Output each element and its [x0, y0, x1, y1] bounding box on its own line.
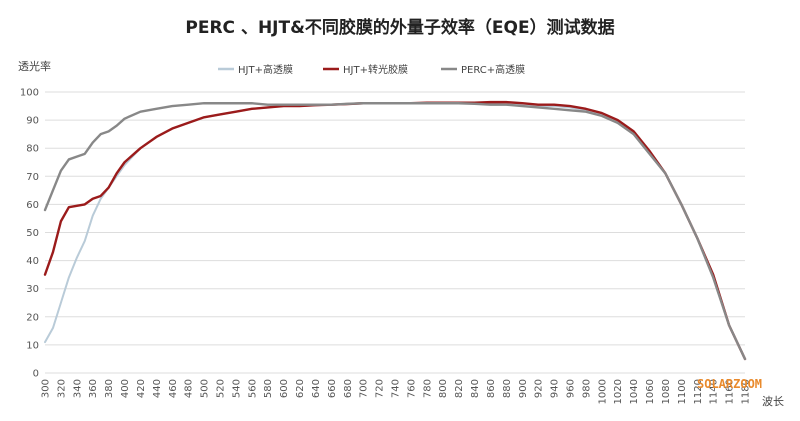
x-tick-label: 800	[438, 379, 449, 398]
x-tick-label: 600	[279, 379, 290, 398]
x-tick-label: 440	[152, 379, 163, 398]
x-tick-label: 1160	[725, 379, 736, 404]
x-tick-label: 780	[422, 379, 433, 398]
x-tick-label: 1060	[645, 379, 656, 404]
x-tick-label: 820	[454, 379, 465, 398]
x-tick-label: 460	[168, 379, 179, 398]
y-tick-label: 0	[33, 369, 39, 380]
gridlines	[45, 91, 745, 374]
y-tick-label: 40	[26, 256, 39, 267]
x-tick-label: 1120	[693, 379, 704, 404]
x-tick-label: 880	[502, 379, 513, 398]
x-tick-label: 740	[391, 379, 402, 398]
legend: HJT+高透膜 HJT+转光胶膜 PERC+高透膜	[218, 63, 525, 76]
x-tick-label: 320	[56, 379, 67, 398]
watermark-logo: SOLARZOOM	[697, 377, 762, 391]
x-tick-label: 540	[231, 379, 242, 398]
x-tick-label: 1100	[677, 379, 688, 404]
x-tick-label: 300	[41, 379, 52, 398]
x-tick-label: 1020	[613, 379, 624, 404]
y-tick-label: 20	[26, 312, 39, 323]
x-tick-label: 1140	[709, 379, 720, 404]
x-tick-label: 380	[104, 379, 115, 398]
x-tick-label: 920	[534, 379, 545, 398]
y-tick-label: 100	[20, 88, 39, 99]
x-tick-label: 760	[406, 379, 417, 398]
x-tick-label: 860	[486, 379, 497, 398]
x-tick-label: 1180	[741, 379, 752, 404]
y-tick-label: 50	[26, 228, 39, 239]
y-tick-label: 10	[26, 340, 39, 351]
y-tick-label: 60	[26, 200, 39, 211]
x-tick-label: 420	[136, 379, 147, 398]
y-tick-label: 70	[26, 172, 39, 183]
x-tick-label: 560	[247, 379, 258, 398]
chart-title: PERC 、HJT&不同胶膜的外量子效率（EQE）测试数据	[185, 17, 614, 38]
x-axis-label: 波长	[762, 395, 784, 408]
series-lines	[43, 100, 747, 361]
x-tick-label: 700	[359, 379, 370, 398]
x-tick-label: 1040	[629, 379, 640, 404]
x-axis-ticks: 300 320 340 360 380 400 420 440 460 480 500 520 540 5…	[41, 379, 752, 404]
x-tick-label: 640	[311, 379, 322, 398]
x-tick-label: 360	[88, 379, 99, 398]
x-tick-label: 620	[295, 379, 306, 398]
x-tick-label: 980	[581, 379, 592, 398]
x-tick-label: 520	[216, 379, 227, 398]
x-tick-label: 720	[375, 379, 386, 398]
x-tick-label: 340	[72, 379, 83, 398]
x-tick-label: 1080	[661, 379, 672, 404]
x-tick-label: 1000	[597, 379, 608, 404]
series-line-3	[43, 102, 747, 361]
y-tick-label: 30	[26, 284, 39, 295]
x-tick-label: 500	[200, 379, 211, 398]
x-tick-label: 900	[518, 379, 529, 398]
legend-label-1: HJT+高透膜	[238, 63, 293, 76]
x-tick-label: 580	[263, 379, 274, 398]
y-tick-label: 80	[26, 144, 39, 155]
x-tick-label: 940	[550, 379, 561, 398]
legend-label-2: HJT+转光胶膜	[343, 63, 408, 76]
y-axis-label: 透光率	[18, 59, 51, 73]
x-tick-label: 840	[470, 379, 481, 398]
x-tick-label: 400	[120, 379, 131, 398]
y-tick-label: 90	[26, 116, 39, 127]
legend-label-3: PERC+高透膜	[461, 63, 525, 76]
x-tick-label: 960	[566, 379, 577, 398]
y-axis-ticks: 0 10 20 30 40 50 60 70 80 90 100	[20, 88, 39, 380]
x-tick-label: 660	[327, 379, 338, 398]
x-tick-label: 680	[343, 379, 354, 398]
x-tick-label: 480	[184, 379, 195, 398]
